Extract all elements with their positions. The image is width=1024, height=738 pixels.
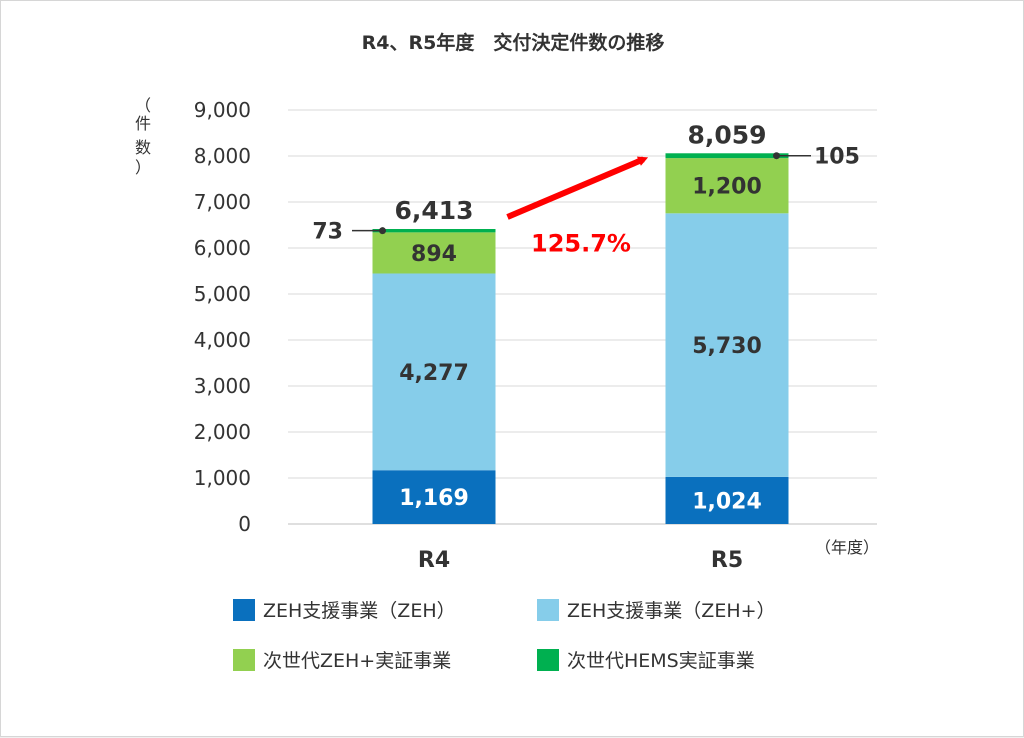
data-label: 73 <box>312 220 343 245</box>
legend-label: ZEH支援事業（ZEH+） <box>567 600 776 622</box>
legend-swatch <box>537 649 559 671</box>
svg-text:（: （ <box>135 96 151 115</box>
data-label: 4,277 <box>399 361 469 386</box>
bar-segment <box>665 153 789 159</box>
growth-label: 125.7% <box>531 229 631 257</box>
bar-segment <box>665 158 789 214</box>
data-label: 894 <box>411 242 457 267</box>
total-label: 8,059 <box>687 120 766 149</box>
legend-label: 次世代ZEH+実証事業 <box>263 650 451 672</box>
legend-label: 次世代HEMS実証事業 <box>567 650 755 672</box>
legend-swatch <box>233 599 255 621</box>
y-tick-label: 2,000 <box>194 420 251 444</box>
x-axis-label: （年度） <box>815 538 879 557</box>
bar-segment <box>372 470 496 524</box>
y-tick-label: 1,000 <box>194 466 251 490</box>
x-tick-label: R5 <box>711 548 743 573</box>
y-tick-label: 3,000 <box>194 374 251 398</box>
y-tick-label: 7,000 <box>194 190 251 214</box>
x-tick-label: R4 <box>418 548 450 573</box>
chart-title: R4、R5年度 交付決定件数の推移 <box>362 31 665 54</box>
bar-segment <box>372 229 496 233</box>
svg-text:件: 件 <box>135 114 151 133</box>
bar-segment <box>665 213 789 477</box>
data-label: 105 <box>814 145 860 170</box>
legend-swatch <box>233 649 255 671</box>
data-label: 1,024 <box>692 489 762 514</box>
y-tick-label: 8,000 <box>194 144 251 168</box>
y-axis-ticks: 0 1,000 2,000 3,000 4,000 5,000 6,000 7,000 8,00… <box>194 98 251 536</box>
data-label: 5,730 <box>692 334 762 359</box>
legend-swatch <box>537 599 559 621</box>
y-tick-label: 6,000 <box>194 236 251 260</box>
data-labels: 1,169 4,277 894 1,024 5,730 1,200 73 105 6,413 8,… <box>312 120 860 514</box>
bar-segment <box>372 232 496 274</box>
y-tick-label: 0 <box>238 512 251 536</box>
data-label: 1,200 <box>692 175 762 200</box>
bar-segment <box>372 273 496 471</box>
growth-arrow <box>506 156 649 220</box>
y-axis-label: （ 件 数 ） <box>135 96 151 177</box>
total-label: 6,413 <box>394 196 473 225</box>
bars <box>372 153 789 524</box>
data-label: 1,169 <box>399 486 469 511</box>
y-tick-label: 4,000 <box>194 328 251 352</box>
y-tick-label: 9,000 <box>194 98 251 122</box>
bar-segment <box>665 476 789 524</box>
svg-text:数: 数 <box>135 138 151 157</box>
legend-label: ZEH支援事業（ZEH） <box>263 600 456 622</box>
x-axis-ticks: R4 R5 <box>418 548 743 573</box>
svg-text:）: ） <box>135 158 151 177</box>
y-tick-label: 5,000 <box>194 282 251 306</box>
legend: ZEH支援事業（ZEH） ZEH支援事業（ZEH+） 次世代ZEH+実証事業 次世代H… <box>233 599 776 672</box>
